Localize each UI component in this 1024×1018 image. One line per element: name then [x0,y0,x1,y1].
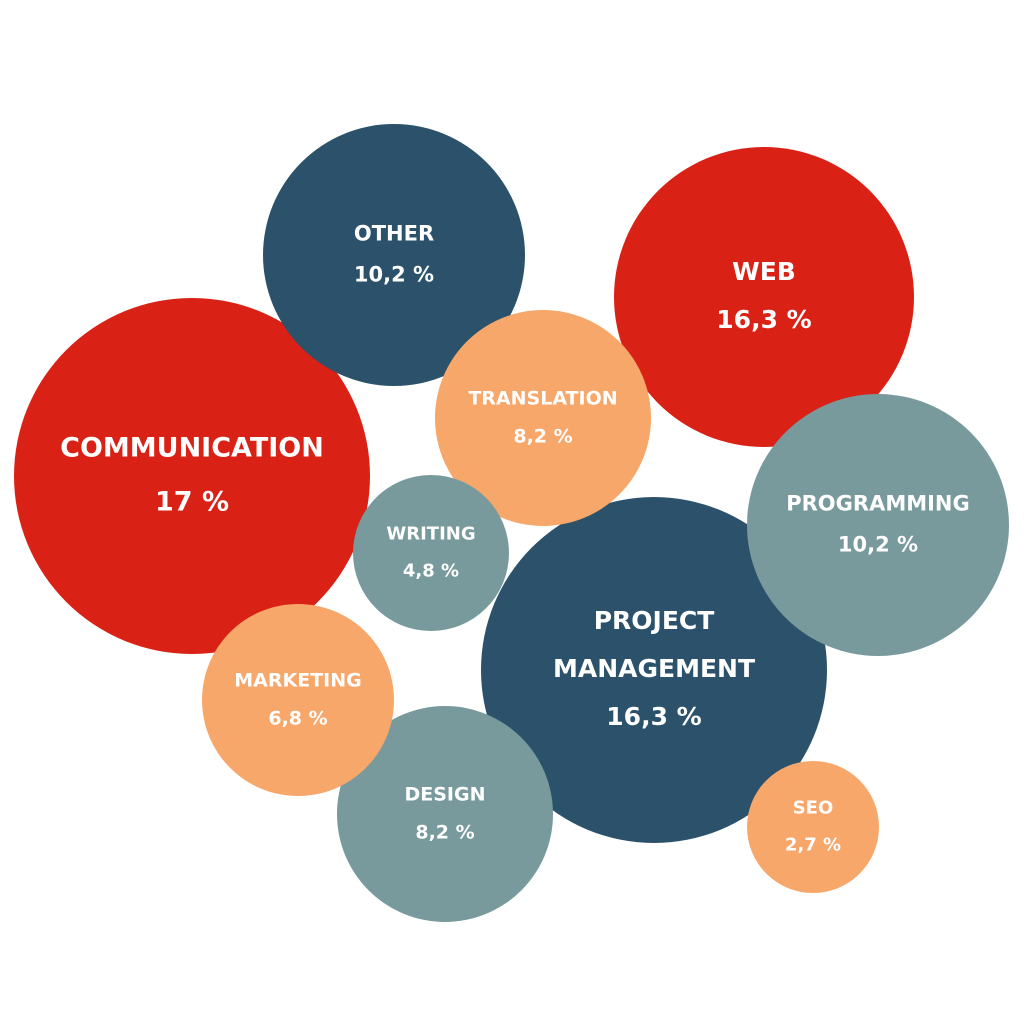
bubble-circle-marketing [202,604,394,796]
bubble-label-writing: WRITING [386,524,475,545]
bubble-value-writing: 4,8 % [403,561,459,582]
bubble-circle-communication [14,298,370,654]
bubble-communication: COMMUNICATION 17 % [14,298,370,654]
bubble-value-seo: 2,7 % [785,835,841,856]
bubble-marketing: MARKETING 6,8 % [202,604,394,796]
bubble-value-communication: 17 % [155,487,229,518]
bubble-value-project-management: 16,3 % [606,702,701,731]
bubble-value-translation: 8,2 % [513,426,572,448]
bubble-circle-programming [747,394,1009,656]
bubble-design: DESIGN 8,2 % [337,706,553,922]
bubble-label-design: DESIGN [404,784,485,806]
bubble-circle-web [614,147,914,447]
bubble-label-project-management: PROJECT [594,606,715,635]
bubble-value-other: 10,2 % [354,263,434,287]
bubble-circle-seo [747,761,879,893]
bubble-circle-design [337,706,553,922]
bubble-label-communication: COMMUNICATION [60,433,324,464]
bubble-circle-project-management [481,497,827,843]
bubble-circle-translation [435,310,651,526]
bubble-value-marketing: 6,8 % [268,708,327,730]
bubble-project-management: PROJECT MANAGEMENT 16,3 % [481,497,827,843]
bubble-programming: PROGRAMMING 10,2 % [747,394,1009,656]
bubble-other: OTHER 10,2 % [263,124,525,386]
bubble-label-other: OTHER [354,222,434,246]
bubble-label-web: WEB [732,257,796,286]
bubble-seo: SEO 2,7 % [747,761,879,893]
bubble-label-translation: TRANSLATION [468,388,617,410]
bubble-translation: TRANSLATION 8,2 % [435,310,651,526]
bubble-web: WEB 16,3 % [614,147,914,447]
bubble-value-web: 16,3 % [716,305,811,334]
bubble-label-programming: PROGRAMMING [786,492,970,516]
bubble-circle-other [263,124,525,386]
bubble-label-seo: SEO [793,798,834,819]
bubble-label-project-management: MANAGEMENT [553,654,755,683]
bubble-value-design: 8,2 % [415,822,474,844]
bubble-value-programming: 10,2 % [838,533,918,557]
bubble-label-marketing: MARKETING [234,670,361,692]
bubble-circle-writing [353,475,509,631]
bubble-writing: WRITING 4,8 % [353,475,509,631]
